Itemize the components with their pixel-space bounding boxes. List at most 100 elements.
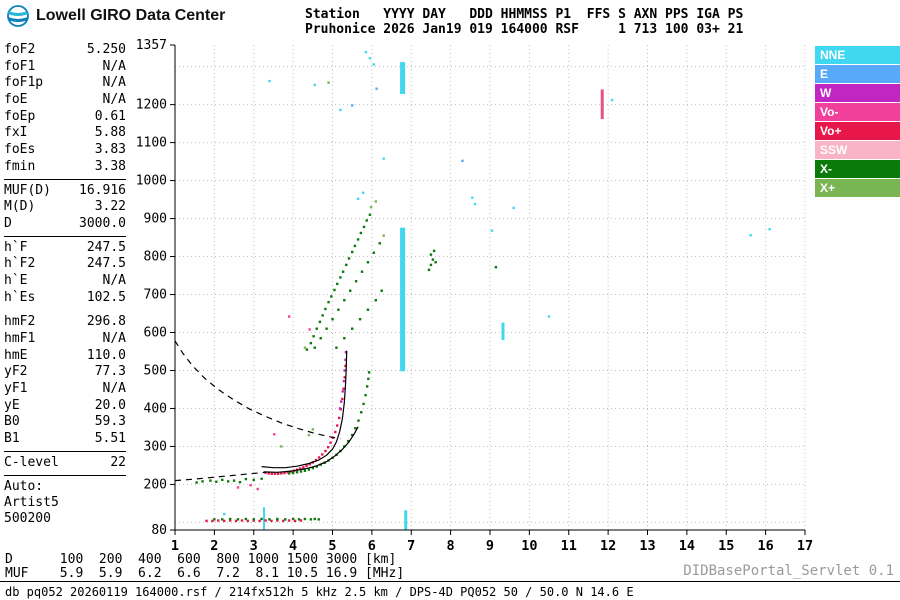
auto-label: Auto: [4,478,44,494]
svg-text:16: 16 [757,538,773,554]
param-row: yF2 77.3 [4,364,126,381]
param-value: 77.3 [94,364,126,380]
param-row: foF1 N/A [4,59,126,76]
footer-divider [0,581,900,582]
legend-item-w: W [815,84,900,102]
svg-text:1200: 1200 [136,98,167,113]
giro-logo-icon [7,5,29,27]
svg-text:14: 14 [679,538,695,554]
series-scatter-x- [280,81,385,448]
param-group: hmF2 296.8 hmF1 N/A hmE 110.0 yF2 77.3 yF1 N/A yE 2… [4,314,126,448]
param-row: foEs 3.83 [4,142,126,159]
interference-bars [262,62,604,530]
svg-text:800: 800 [144,250,167,265]
param-value: 3.38 [94,158,126,174]
plot-grid [175,45,806,530]
param-label: foF1p [4,75,44,91]
series-interference-e- [350,87,464,163]
brand-title: Lowell GIRO Data Center [36,7,226,24]
param-row: MUF(D) 16.916 [4,183,126,200]
param-label: h`E [4,272,28,288]
series-f-trace-o-mode-vo- [264,364,347,475]
series-interference-nne- [223,51,771,516]
plot-axes: 1357 1200 1100 1000 900 800 700 600 500 400 300 200… [136,38,813,554]
svg-text:17: 17 [797,538,813,554]
svg-text:600: 600 [144,326,167,341]
param-value: 247.5 [86,256,126,272]
svg-text:1000: 1000 [136,174,167,189]
param-row: foE N/A [4,92,126,109]
param-label: fmin [4,158,36,174]
svg-text:8: 8 [447,538,455,554]
param-label: h`F [4,239,28,255]
param-value: 3000.0 [79,215,126,231]
param-value: 5.88 [94,125,126,141]
param-value: N/A [102,75,126,91]
svg-text:13: 13 [639,538,655,554]
param-label: h`F2 [4,256,36,272]
param-row: hmF2 296.8 [4,314,126,331]
param-label: hmF2 [4,314,36,330]
param-row: yF1 N/A [4,381,126,398]
svg-text:80: 80 [151,523,167,538]
param-value: 5.51 [94,431,126,447]
param-value: N/A [102,58,126,74]
legend-item-e: E [815,65,900,83]
param-value: 3.22 [94,199,126,215]
param-value: 296.8 [86,314,126,330]
svg-text:300: 300 [144,439,167,454]
param-row: yE 20.0 [4,398,126,415]
series-es-layer-vo- [205,519,303,523]
param-label: yF2 [4,364,28,380]
param-label: foE [4,92,28,108]
series-es-layer-x- [213,517,320,521]
panel-separator [4,474,126,476]
param-label: B1 [4,431,20,447]
param-group: MUF(D) 16.916 M(D) 3.22 D 3000.0 [4,183,126,233]
param-row: C-level 22 [4,455,126,472]
muf-values-row: MUF 5.9 5.9 6.2 6.6 7.2 8.1 10.5 16.9 [M… [5,566,405,581]
param-label: foF2 [4,42,36,57]
fitted-curves [174,340,359,482]
legend-item-vo: Vo- [815,103,900,121]
svg-text:10: 10 [521,538,537,554]
param-value: 20.0 [94,397,126,413]
legend-item-x: X+ [815,179,900,197]
auto-code: 500200 [4,510,51,526]
param-value: 102.5 [86,289,126,305]
legend-item-x: X- [815,160,900,178]
param-row: h`F2 247.5 [4,256,126,273]
muf-transmission-curve [174,340,341,440]
muf-distance-row: D 100 200 400 600 800 1000 1500 3000 [km… [5,552,397,567]
param-label: D [4,215,12,231]
param-value: 59.3 [94,414,126,430]
echo-points [195,51,771,523]
param-label: M(D) [4,199,36,215]
param-row: foF1p N/A [4,75,126,92]
param-value: N/A [102,92,126,108]
param-row: D 3000.0 [4,216,126,233]
param-row: hmE 110.0 [4,348,126,365]
param-group: h`F 247.5 h`F2 247.5 h`E N/A h`Es 102.5 [4,240,126,307]
param-value: 110.0 [86,347,126,363]
param-label: yE [4,397,20,413]
param-label: yF1 [4,381,28,397]
svg-text:7: 7 [407,538,415,554]
param-value: N/A [102,381,126,397]
param-row: hmF1 N/A [4,331,126,348]
param-row: B1 5.51 [4,431,126,448]
svg-text:11: 11 [561,538,577,554]
param-row: fmin 3.38 [4,159,126,176]
panel-gap [4,306,126,314]
low-frequency-extrapolation [174,471,266,482]
param-label: foF1 [4,58,36,74]
param-label: B0 [4,414,20,430]
muf-table: D 100 200 400 600 800 1000 1500 3000 [km… [5,553,404,581]
auto-artist-version: Artist5 [4,494,59,510]
x-trace-fit [263,426,359,473]
param-value: 3.83 [94,142,126,158]
legend-item-nne: NNE [815,46,900,64]
parameter-groups: foF2 5.250 foF1 N/A foF1p N/A foE N/A foEp 0.61 fx… [4,42,126,476]
station-header-columns: Station YYYY DAY DDD HHMMSS P1 FFS S AXN… [305,7,744,22]
